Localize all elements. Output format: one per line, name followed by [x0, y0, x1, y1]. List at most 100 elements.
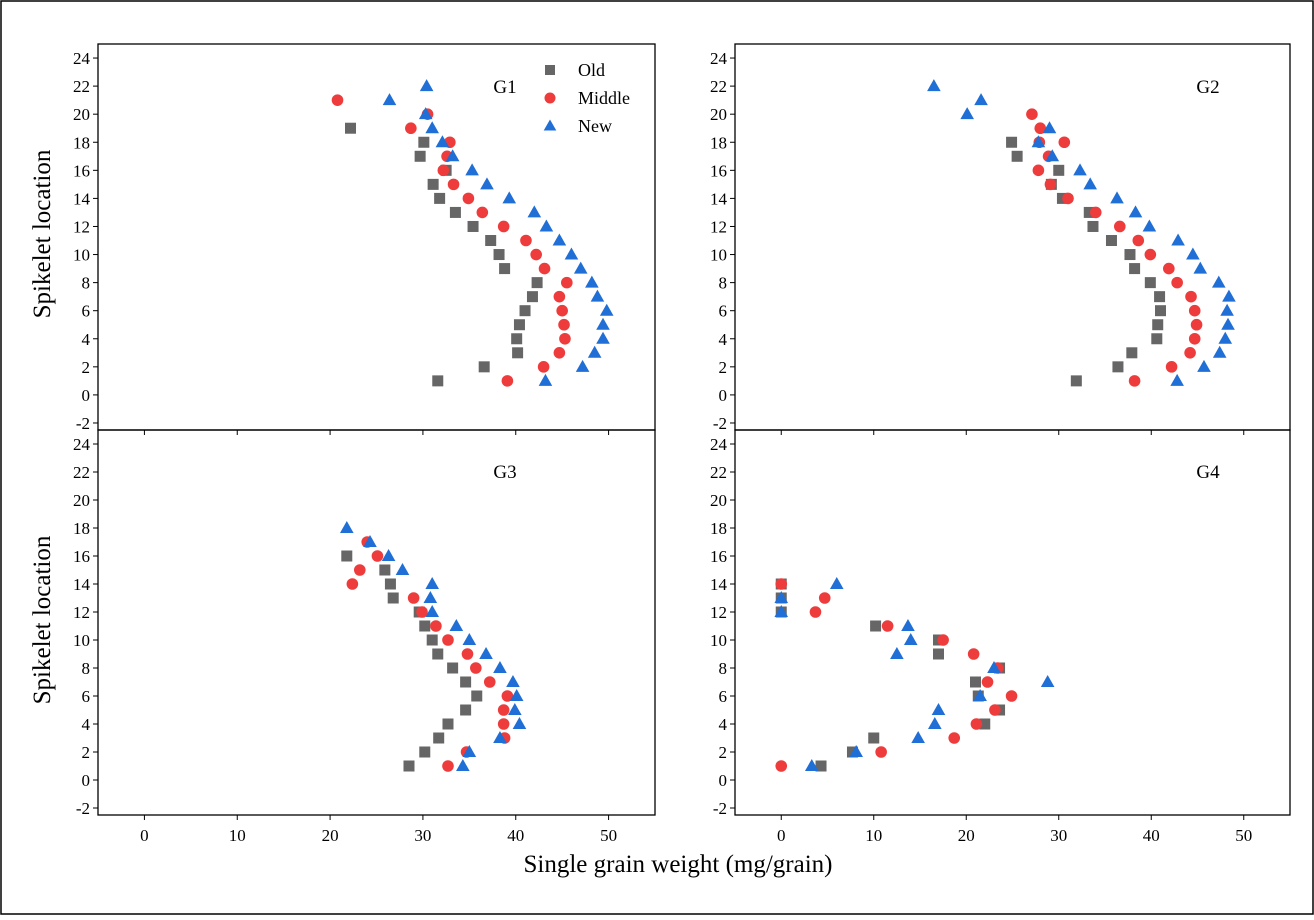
data-point-new [1042, 121, 1057, 134]
data-point-middle [881, 620, 894, 632]
y-tick-label: 16 [710, 161, 727, 180]
data-point-middle [1185, 290, 1197, 303]
data-point-old [512, 347, 524, 359]
data-point-new [456, 759, 470, 771]
data-point-new [1045, 149, 1060, 162]
y-tick-label: 6 [719, 302, 728, 321]
data-point-middle [775, 760, 788, 772]
y-tick-label: 16 [73, 547, 90, 566]
data-point-old [1144, 277, 1156, 289]
y-tick-label: 8 [719, 659, 728, 678]
data-point-new [774, 605, 789, 617]
data-point-middle [537, 361, 550, 373]
data-point-middle [462, 192, 475, 205]
data-point-old [1006, 136, 1018, 148]
data-point-new [974, 93, 988, 106]
data-point-new [539, 219, 554, 232]
data-point-old [434, 192, 446, 204]
data-point-middle [948, 732, 961, 744]
data-point-middle [1044, 178, 1057, 191]
data-point-middle [967, 648, 980, 660]
data-point-middle [981, 676, 994, 688]
y-tick-label: 2 [82, 358, 91, 377]
x-tick-label: 30 [1050, 826, 1067, 845]
data-point-old [447, 662, 459, 674]
data-point-new [425, 577, 439, 589]
data-point-new [1171, 233, 1185, 246]
data-point-middle [561, 276, 573, 289]
data-point-old [433, 732, 445, 744]
data-point-old [519, 305, 531, 317]
y-tick-label: 0 [719, 386, 728, 405]
data-point-old [493, 249, 505, 261]
y-tick-label: -2 [76, 799, 90, 818]
data-point-new [1170, 373, 1184, 386]
panel-label: G3 [493, 462, 516, 483]
y-tick-label: 4 [719, 715, 728, 734]
data-point-middle [875, 746, 887, 758]
data-point-new [449, 619, 464, 631]
data-point-old [419, 620, 431, 632]
y-tick-label: 22 [710, 463, 727, 482]
data-point-old [427, 178, 439, 190]
data-point-new [418, 107, 433, 120]
data-point-old [1155, 305, 1166, 317]
data-point-middle [1032, 164, 1045, 177]
data-point-new [339, 521, 354, 533]
data-point-old [1070, 375, 1082, 387]
y-tick-label: 6 [719, 687, 728, 706]
data-point-old [933, 648, 944, 660]
data-point-new [527, 205, 542, 218]
data-point-old [868, 732, 880, 744]
data-point-old [432, 375, 444, 387]
data-point-new [774, 591, 789, 603]
data-point-middle [442, 634, 454, 646]
y-tick-label: 6 [82, 687, 91, 706]
x-tick-label: 10 [229, 826, 246, 845]
data-point-middle [1005, 690, 1018, 702]
data-point-middle [553, 347, 566, 359]
data-point-old [419, 746, 431, 758]
data-point-old [414, 150, 426, 162]
y-tick-label: 18 [710, 133, 727, 152]
data-point-middle [818, 592, 831, 604]
data-point-middle [559, 332, 571, 345]
x-tick-label: 20 [958, 826, 975, 845]
data-point-old [526, 291, 538, 303]
data-point-old [460, 676, 472, 688]
data-point-new [1031, 135, 1046, 148]
data-point-new [493, 731, 507, 743]
data-point-middle [1034, 122, 1047, 135]
data-point-new [1218, 331, 1233, 344]
data-point-new [502, 191, 517, 204]
data-point-old [1126, 347, 1138, 359]
data-point-new [425, 121, 439, 134]
data-point-old [531, 277, 543, 289]
y-tick-label: 0 [719, 771, 728, 790]
data-point-new [1186, 247, 1200, 260]
data-point-middle [437, 164, 450, 177]
y-tick-label: 0 [82, 771, 91, 790]
panel-label: G2 [1196, 77, 1219, 98]
y-tick-label: 24 [73, 49, 91, 68]
y-tick-label: 16 [710, 547, 727, 566]
legend-label-new: New [578, 116, 612, 136]
data-point-middle [353, 564, 366, 576]
data-point-middle [476, 206, 489, 219]
data-point-middle [1165, 361, 1178, 373]
data-point-old [379, 564, 391, 576]
data-point-middle [1114, 220, 1126, 233]
legend-label-middle: Middle [578, 88, 630, 108]
data-point-middle [331, 94, 344, 106]
data-point-new [901, 619, 915, 631]
data-point-middle [1089, 206, 1102, 219]
data-point-middle [1171, 276, 1183, 289]
data-point-new [931, 703, 946, 715]
data-point-middle [558, 318, 570, 331]
x-axis-title: Single grain weight (mg/grain) [524, 851, 833, 878]
data-point-middle [530, 248, 542, 261]
data-point-new [1211, 275, 1226, 288]
x-tick-label: 0 [777, 826, 786, 845]
